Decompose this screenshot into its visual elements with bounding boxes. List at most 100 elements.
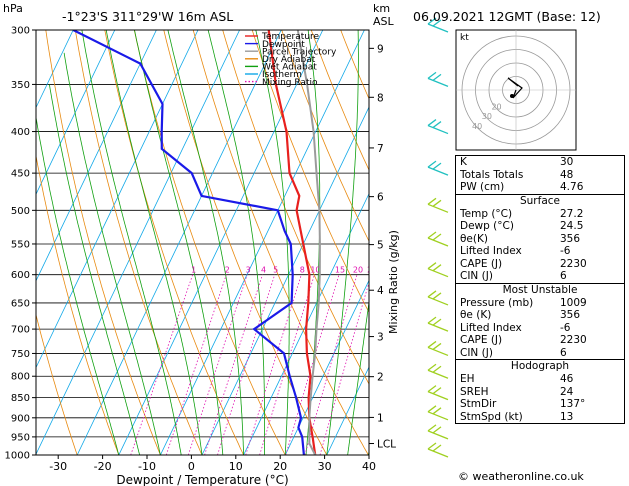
pressure-tick-label: 500 (11, 206, 30, 217)
wind-barb-flag (432, 407, 442, 415)
mixing-ratio-label: 3 (246, 266, 251, 275)
legend-label: Mixing Ratio (262, 78, 318, 88)
wind-barb-flag (427, 119, 437, 127)
credit-footer: © weatheronline.co.uk (458, 470, 584, 483)
mu-li-value: -6 (560, 321, 571, 334)
mu-pressure-label: Pressure (mb) (460, 296, 534, 309)
surface-dewp-label: Dewp (°C) (460, 220, 514, 232)
mu-thetae-label: θe (K) (460, 309, 492, 321)
pressure-tick-label: 300 (11, 26, 30, 37)
hodograph-unit-label: kt (460, 33, 469, 43)
surface-row: Temp (°C) 27.2 (456, 208, 624, 221)
dry-adiabat-line (36, 153, 120, 455)
hodo-sreh-label: SREH (460, 385, 489, 398)
mixing-ratio-line (165, 274, 227, 455)
mixing-ratio-line (245, 274, 302, 455)
wind-barb-flag (432, 387, 442, 395)
surface-cape-value: 2230 (560, 257, 587, 270)
hodo-sreh-value: 24 (560, 385, 574, 398)
indices-panel: K 30 Totals Totals 48 PW (cm) 4.76 Surface … (455, 155, 625, 424)
wind-barb-flag (432, 292, 442, 300)
pressure-tick-label: 750 (11, 349, 30, 360)
mixing-ratio-label: 8 (300, 266, 305, 275)
legend-label: Temperature (261, 32, 319, 42)
wind-barb-staff (427, 203, 449, 213)
wet-adiabat-line (105, 30, 203, 455)
wind-barb (427, 290, 449, 306)
totals-totals-row: Totals Totals 48 (456, 169, 624, 182)
mu-row: CIN (J) 6 (456, 347, 624, 360)
mu-thetae-value: 356 (560, 309, 581, 321)
hodograph-ring-label: 20 (491, 102, 501, 111)
wind-barb-flag (427, 262, 437, 270)
pw-value: 4.76 (560, 181, 584, 193)
mixing-ratio-line (130, 274, 194, 455)
k-index-row: K 30 (456, 156, 624, 169)
surface-temp-value: 27.2 (560, 207, 584, 220)
temp-tick-label: 10 (229, 460, 243, 473)
wind-barb-staff (427, 166, 449, 176)
isotherm-line (326, 366, 369, 455)
temp-tick-label: 30 (318, 460, 332, 473)
wind-barb-staff (427, 124, 449, 135)
hodo-row: SREH 24 (456, 386, 624, 399)
hodo-row: StmDir 137° (456, 398, 624, 411)
wind-barb-flag (432, 162, 442, 170)
surface-li-label: Lifted Index (460, 245, 522, 257)
mixing-ratio-label: 20 (353, 266, 363, 275)
dry-adiabat-line (45, 30, 161, 455)
wind-barb-flag (432, 73, 442, 81)
hodograph-ring-label: 30 (482, 112, 492, 121)
wind-barb-flag (427, 405, 437, 413)
wind-barb-staff (427, 346, 449, 357)
wet-adiabat-line (81, 30, 182, 455)
wind-barb (427, 442, 449, 458)
k-index-value: 30 (560, 156, 574, 168)
pressure-tick-label: 900 (11, 413, 30, 424)
temp-tick-label: 40 (362, 460, 376, 473)
mixing-ratio-label: 2 (225, 266, 230, 275)
dry-adiabat-line (310, 30, 369, 171)
legend-label: Dewpoint (262, 40, 305, 50)
wet-adiabat-line (255, 30, 290, 455)
pressure-tick-label: 450 (11, 169, 30, 180)
datetime-label: 06.09.2021 12GMT (Base: 12) (413, 9, 601, 24)
pressure-tick-label: 950 (11, 432, 30, 443)
isotherm-line (36, 30, 240, 455)
pressure-unit-label: hPa (3, 2, 23, 15)
isotherm-line (76, 30, 282, 455)
dry-adiabat-line (222, 30, 369, 385)
wind-barb-staff (427, 430, 449, 440)
pw-row: PW (cm) 4.76 (456, 181, 624, 194)
wind-barb-flag (427, 17, 437, 25)
hodo-eh-value: 46 (560, 373, 574, 385)
mixing-ratio-line (217, 274, 276, 455)
hodograph-trace (507, 77, 523, 99)
km-tick-label: 2 (377, 372, 384, 384)
parcel-trajectory-line (296, 30, 321, 455)
surface-section: Surface Temp (°C) 27.2 Dewp (°C) 24.5 θe(K… (456, 193, 624, 283)
isotherm-line (243, 192, 369, 455)
dry-adiabat-line (133, 30, 286, 455)
pressure-tick-label: 850 (11, 393, 30, 404)
hodo-row: EH 46 (456, 373, 624, 386)
hodograph-ring-label: 40 (472, 122, 482, 131)
wind-barb-flag (427, 71, 437, 79)
wind-barb (427, 262, 449, 278)
pressure-tick-label: 1000 (5, 451, 30, 462)
isotherm-line (284, 279, 369, 455)
wind-barb-staff (427, 23, 449, 33)
wet-adiabat-line (326, 30, 359, 455)
dry-adiabat-line (281, 30, 369, 243)
surface-thetae-label: θe(K) (460, 232, 488, 245)
surface-row: Dewp (°C) 24.5 (456, 220, 624, 233)
mu-pressure-value: 1009 (560, 296, 587, 309)
wind-barb (427, 160, 449, 176)
hodo-stmdir-value: 137° (560, 398, 586, 410)
wind-barb-flag (432, 233, 442, 241)
surface-cape-label: CAPE (J) (460, 257, 503, 270)
pressure-tick-label: 600 (11, 270, 30, 281)
wet-adiabat-line (63, 52, 161, 455)
isotherm-line (160, 30, 365, 455)
